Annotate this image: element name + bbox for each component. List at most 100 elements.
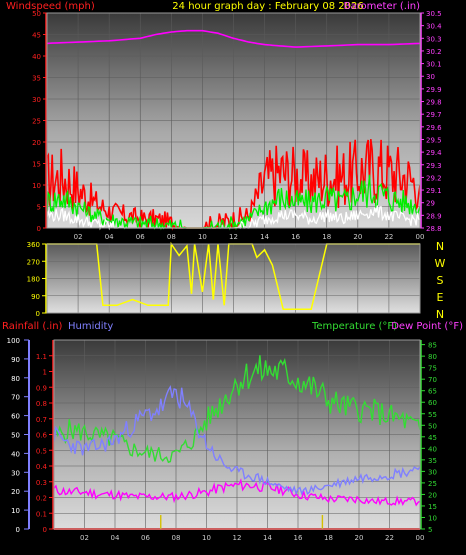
windspeed-tick-label: 0 [37, 225, 41, 233]
temperature-tick-label: 50 [428, 422, 437, 430]
temp-x-axis: 02 04 06 08 10 12 14 16 18 20 22 00 [80, 534, 424, 542]
humidity-axis-title: Humidity [68, 321, 113, 332]
barometer-line [46, 29, 421, 48]
windspeed-tick-label: 45 [32, 32, 41, 40]
humidity-tick-label: 20 [11, 488, 20, 496]
wind-x-axis: 02 04 06 08 10 12 14 16 18 20 22 00 [74, 233, 425, 241]
temperature-tick-label: 55 [428, 411, 437, 419]
wind-x-tick-label: 12 [229, 233, 238, 241]
wind-x-tick-label: 14 [260, 233, 269, 241]
rainfall-tick-label: 0.7 [36, 416, 47, 424]
direction-tick-label: 360 [27, 241, 40, 249]
wind-x-tick-label: 16 [291, 233, 300, 241]
windspeed-tick-label: 35 [32, 75, 41, 83]
wind-x-tick-label: 06 [136, 233, 145, 241]
wind-gust-line [46, 138, 421, 231]
windspeed-tick-label: 40 [32, 53, 41, 61]
barometer-tick-label: 29.3 [426, 162, 442, 170]
barometer-tick-label: 30.2 [426, 48, 442, 56]
barometer-tick-label: 30.5 [426, 10, 442, 18]
windspeed-tick-label: 5 [37, 204, 41, 212]
humidity-tick-label: 90 [11, 356, 20, 364]
wind-x-tick-label: 04 [105, 233, 114, 241]
temperature-tick-label: 60 [428, 399, 437, 407]
direction-tick-label: 0 [36, 310, 40, 318]
humidity-tick-label: 100 [7, 337, 20, 345]
compass-letter: S [437, 274, 444, 287]
temp-x-tick-label: 00 [416, 534, 425, 542]
temp-x-tick-label: 08 [172, 534, 181, 542]
temp-x-tick-label: 02 [80, 534, 89, 542]
barometer-tick-label: 30.3 [426, 35, 442, 43]
temp-x-tick-label: 14 [263, 534, 272, 542]
rainfall-tick-label: 0.6 [36, 432, 48, 440]
temp-plot-frame [53, 339, 421, 530]
barometer-tick-label: 30.1 [426, 61, 442, 69]
windspeed-tick-label: 15 [32, 161, 41, 169]
windspeed-axis-title: Windspeed (mph) [6, 1, 95, 12]
windspeed-axis: 0 5 10 15 20 25 30 35 40 45 50 [32, 10, 47, 233]
humidity-tick-label: 50 [11, 432, 20, 440]
dewpoint-axis-title: Dew Point (°F) [391, 321, 463, 332]
rainfall-axis: 0 0.1 0.2 0.3 0.4 0.5 0.6 0.7 0.8 0.9 1 1.1 [36, 340, 54, 534]
temperature-tick-label: 40 [428, 445, 437, 453]
temperature-tick-label: 5 [428, 526, 432, 534]
temperature-line [53, 355, 421, 464]
temp-x-tick-label: 20 [355, 534, 364, 542]
humidity-tick-label: 70 [11, 394, 20, 402]
compass-letter: E [437, 291, 444, 304]
temp-x-tick-label: 04 [111, 534, 120, 542]
temperature-tick-label: 20 [428, 491, 437, 499]
wind-x-tick-label: 10 [198, 233, 207, 241]
direction-plot-frame [46, 243, 421, 314]
windspeed-tick-label: 25 [32, 118, 41, 126]
temperature-tick-label: 30 [428, 468, 437, 476]
wind-x-tick-label: 20 [353, 233, 362, 241]
wind-x-tick-label: 02 [74, 233, 83, 241]
rainfall-tick-label: 0.5 [36, 447, 47, 455]
barometer-axis: 28.8 28.9 29 29.1 29.2 29.3 29.4 29.5 29.6 29.7 29… [420, 10, 442, 233]
wind-plot-frame [46, 12, 421, 229]
temperature-tick-label: 25 [428, 480, 437, 488]
direction-tick-label: 270 [27, 258, 40, 266]
chart-title: 24 hour graph day : February 08 2026 [172, 1, 363, 12]
barometer-tick-label: 29.1 [426, 187, 442, 195]
temp-x-tick-label: 10 [202, 534, 211, 542]
rainfall-tick-label: 0.2 [36, 495, 47, 503]
temperature-tick-label: 45 [428, 434, 437, 442]
windspeed-tick-label: 50 [32, 10, 41, 18]
barometer-axis-title: Barometer (.in) [344, 1, 420, 12]
rainfall-tick-label: 0.8 [36, 400, 47, 408]
barometer-tick-label: 29.4 [426, 149, 442, 157]
barometer-tick-label: 29.9 [426, 86, 442, 94]
rainfall-tick-label: 0 [43, 526, 47, 534]
temperature-axis: 5 10 15 20 25 30 35 40 45 50 55 60 65 70 75 80 85 [420, 340, 437, 534]
wind-x-tick-label: 22 [384, 233, 393, 241]
humidity-tick-label: 60 [11, 413, 20, 421]
compass-letter: N [436, 240, 444, 253]
rainfall-axis-title: Rainfall (.in) [2, 321, 63, 332]
rainfall-tick-label: 0.9 [36, 384, 47, 392]
temperature-tick-label: 70 [428, 376, 437, 384]
dewpoint-line [53, 478, 421, 507]
windspeed-tick-label: 20 [32, 139, 41, 147]
windspeed-tick-label: 10 [32, 182, 41, 190]
temperature-tick-label: 35 [428, 457, 437, 465]
rainfall-tick-label: 0.1 [36, 510, 47, 518]
barometer-tick-label: 29.8 [426, 99, 442, 107]
humidity-tick-label: 80 [11, 375, 20, 383]
barometer-tick-label: 29 [426, 200, 435, 208]
temperature-tick-label: 15 [428, 503, 437, 511]
temperature-tick-label: 75 [428, 365, 437, 373]
rainfall-tick-label: 1.1 [36, 353, 47, 361]
temperature-tick-label: 85 [428, 342, 437, 350]
barometer-tick-label: 28.8 [426, 225, 442, 233]
rainfall-tick-label: 0.3 [36, 479, 47, 487]
humidity-axis: 0 10 20 30 40 50 60 70 80 90 100 [7, 337, 30, 534]
barometer-tick-label: 30 [426, 73, 435, 81]
barometer-tick-label: 29.2 [426, 174, 442, 182]
